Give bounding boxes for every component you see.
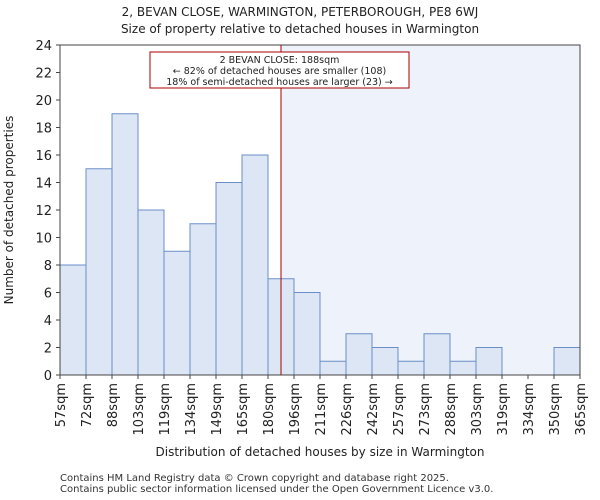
annotation-line-1: 2 BEVAN CLOSE: 188sqm [220,55,340,66]
bar-303sqm [475,347,503,376]
x-tick-label: 196sqm [288,383,303,436]
x-tick-label: 319sqm [496,383,511,436]
x-tick-label: 288sqm [444,383,459,436]
y-tick-label: 6 [44,287,52,302]
y-tick-label: 8 [44,259,52,274]
bar-196sqm [293,292,321,376]
footer-licence: Contains public sector information licen… [60,484,494,495]
bar-242sqm [371,347,399,376]
bar-273sqm [423,333,451,376]
bar-103sqm [137,209,165,376]
y-tick-label: 0 [44,369,52,384]
y-axis-label: Number of detached properties [2,116,16,305]
x-axis-label: Distribution of detached houses by size … [156,445,485,459]
x-tick-label: 88sqm [106,383,121,427]
x-tick-label: 149sqm [210,383,225,436]
y-tick-label: 2 [44,342,52,357]
bar-88sqm [111,113,139,376]
bar-134sqm [189,223,217,376]
chart-subtitle: Size of property relative to detached ho… [121,22,479,36]
bar-226sqm [345,333,373,376]
y-tick-label: 16 [35,149,52,164]
x-tick-label: 72sqm [80,383,95,427]
y-tick-label: 24 [35,39,52,54]
bar-257sqm [397,360,425,376]
y-tick-label: 4 [44,314,52,329]
x-tick-label: 350sqm [548,383,563,436]
y-tick-label: 14 [35,177,52,192]
bar-72sqm [85,168,113,376]
y-tick-label: 22 [35,67,52,82]
bar-350sqm [553,347,581,376]
bar-149sqm [215,182,243,376]
x-tick-label: 365sqm [574,383,589,436]
footer-copyright: Contains HM Land Registry data © Crown c… [60,473,449,484]
y-tick-label: 20 [35,94,52,109]
y-tick-label: 10 [35,232,52,247]
x-tick-label: 165sqm [236,383,251,436]
bar-57sqm [59,264,87,376]
x-tick-label: 134sqm [184,383,199,436]
x-tick-label: 119sqm [158,383,173,436]
chart-title: 2, BEVAN CLOSE, WARMINGTON, PETERBOROUGH… [122,5,479,19]
bar-119sqm [163,250,191,376]
annotation-line-2: ← 82% of detached houses are smaller (10… [173,66,386,77]
highlight-region [281,45,580,375]
annotation-line-3: 18% of semi-detached houses are larger (… [166,77,393,88]
y-tick-label: 18 [35,122,52,137]
bar-165sqm [241,154,269,376]
x-tick-label: 257sqm [392,383,407,436]
x-tick-label: 334sqm [522,383,537,436]
bar-288sqm [449,360,477,376]
x-tick-label: 180sqm [262,383,277,436]
x-tick-label: 103sqm [132,383,147,436]
y-tick-label: 12 [35,204,52,219]
annotation-box [149,51,410,89]
x-tick-label: 273sqm [418,383,433,436]
x-tick-label: 57sqm [54,383,69,427]
x-tick-label: 303sqm [470,383,485,436]
x-tick-label: 211sqm [314,383,329,436]
bar-211sqm [319,360,347,376]
x-tick-label: 242sqm [366,383,381,436]
x-tick-label: 226sqm [340,383,355,436]
